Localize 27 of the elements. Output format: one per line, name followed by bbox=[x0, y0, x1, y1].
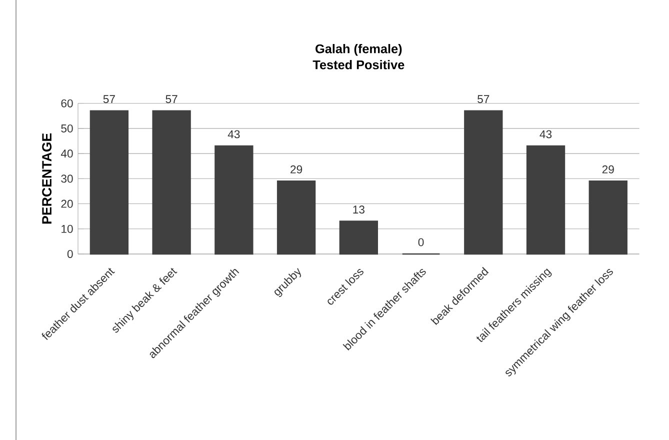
bar bbox=[588, 180, 628, 255]
bar bbox=[90, 110, 129, 255]
data-label: 57 bbox=[478, 95, 490, 104]
bar bbox=[214, 145, 254, 255]
data-label: 29 bbox=[602, 165, 614, 174]
data-label: 43 bbox=[228, 130, 240, 138]
y-tick-label: 0 bbox=[67, 250, 73, 258]
y-axis-title: PERCENTAGE bbox=[42, 133, 52, 224]
y-tick-label: 20 bbox=[61, 200, 73, 208]
data-label: 29 bbox=[290, 165, 302, 174]
bar bbox=[464, 110, 503, 255]
data-label: 13 bbox=[353, 206, 364, 214]
data-label: 57 bbox=[103, 95, 115, 104]
bar bbox=[276, 180, 316, 255]
data-label: 57 bbox=[166, 95, 178, 104]
bar bbox=[339, 220, 378, 255]
y-tick-label: 50 bbox=[61, 124, 73, 132]
chart-title: Galah (female) bbox=[316, 44, 402, 56]
bar bbox=[152, 110, 191, 255]
y-tick-label: 10 bbox=[62, 224, 73, 233]
chart-subtitle: Tested Positive bbox=[312, 60, 404, 70]
data-label: 43 bbox=[540, 130, 552, 138]
data-label: 0 bbox=[418, 238, 424, 246]
bar bbox=[526, 145, 566, 255]
y-tick-label: 30 bbox=[61, 174, 73, 183]
y-tick-label: 40 bbox=[60, 150, 73, 158]
y-tick-label: 60 bbox=[61, 99, 73, 108]
